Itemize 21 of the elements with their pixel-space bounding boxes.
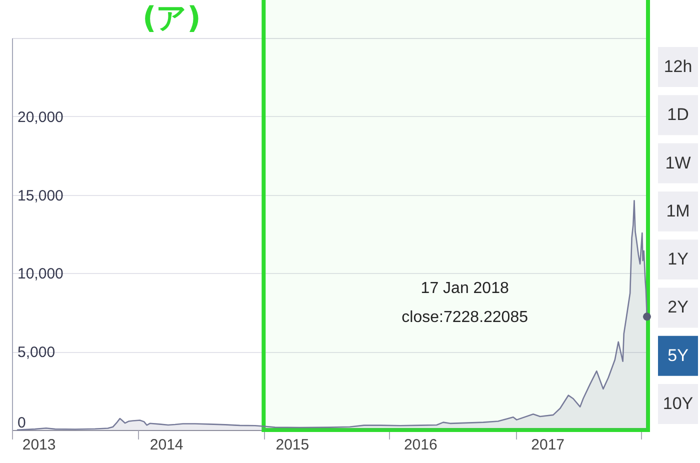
category-label: 5Y bbox=[668, 346, 688, 365]
x-tick-label: 2013 bbox=[22, 436, 56, 454]
category-label: 1W bbox=[665, 153, 691, 172]
x-tick-label: 2017 bbox=[531, 436, 565, 454]
y-tick-label: 0 bbox=[18, 414, 26, 432]
category-label: 2Y bbox=[668, 298, 688, 317]
category-label: 12h bbox=[664, 56, 692, 76]
y-tick-label: 15,000 bbox=[18, 187, 64, 204]
y-tick-label: 20,000 bbox=[18, 108, 64, 126]
category-label: 1M bbox=[666, 201, 690, 220]
x-tick-label: 2016 bbox=[404, 436, 438, 454]
category-label: 1Y bbox=[668, 250, 688, 269]
category-label: 1D bbox=[667, 105, 689, 124]
x-tick-label: 2014 bbox=[150, 436, 184, 454]
x-tick-label: 2015 bbox=[276, 436, 310, 454]
category-label: 10Y bbox=[662, 394, 694, 414]
y-tick-label: 10,000 bbox=[18, 266, 64, 283]
band-label: (ア) bbox=[142, 1, 201, 36]
annotation: 17 Jan 2018 bbox=[420, 280, 509, 298]
y-tick-label: 5,000 bbox=[18, 344, 56, 362]
annotation: close:7228.22085 bbox=[402, 309, 528, 326]
